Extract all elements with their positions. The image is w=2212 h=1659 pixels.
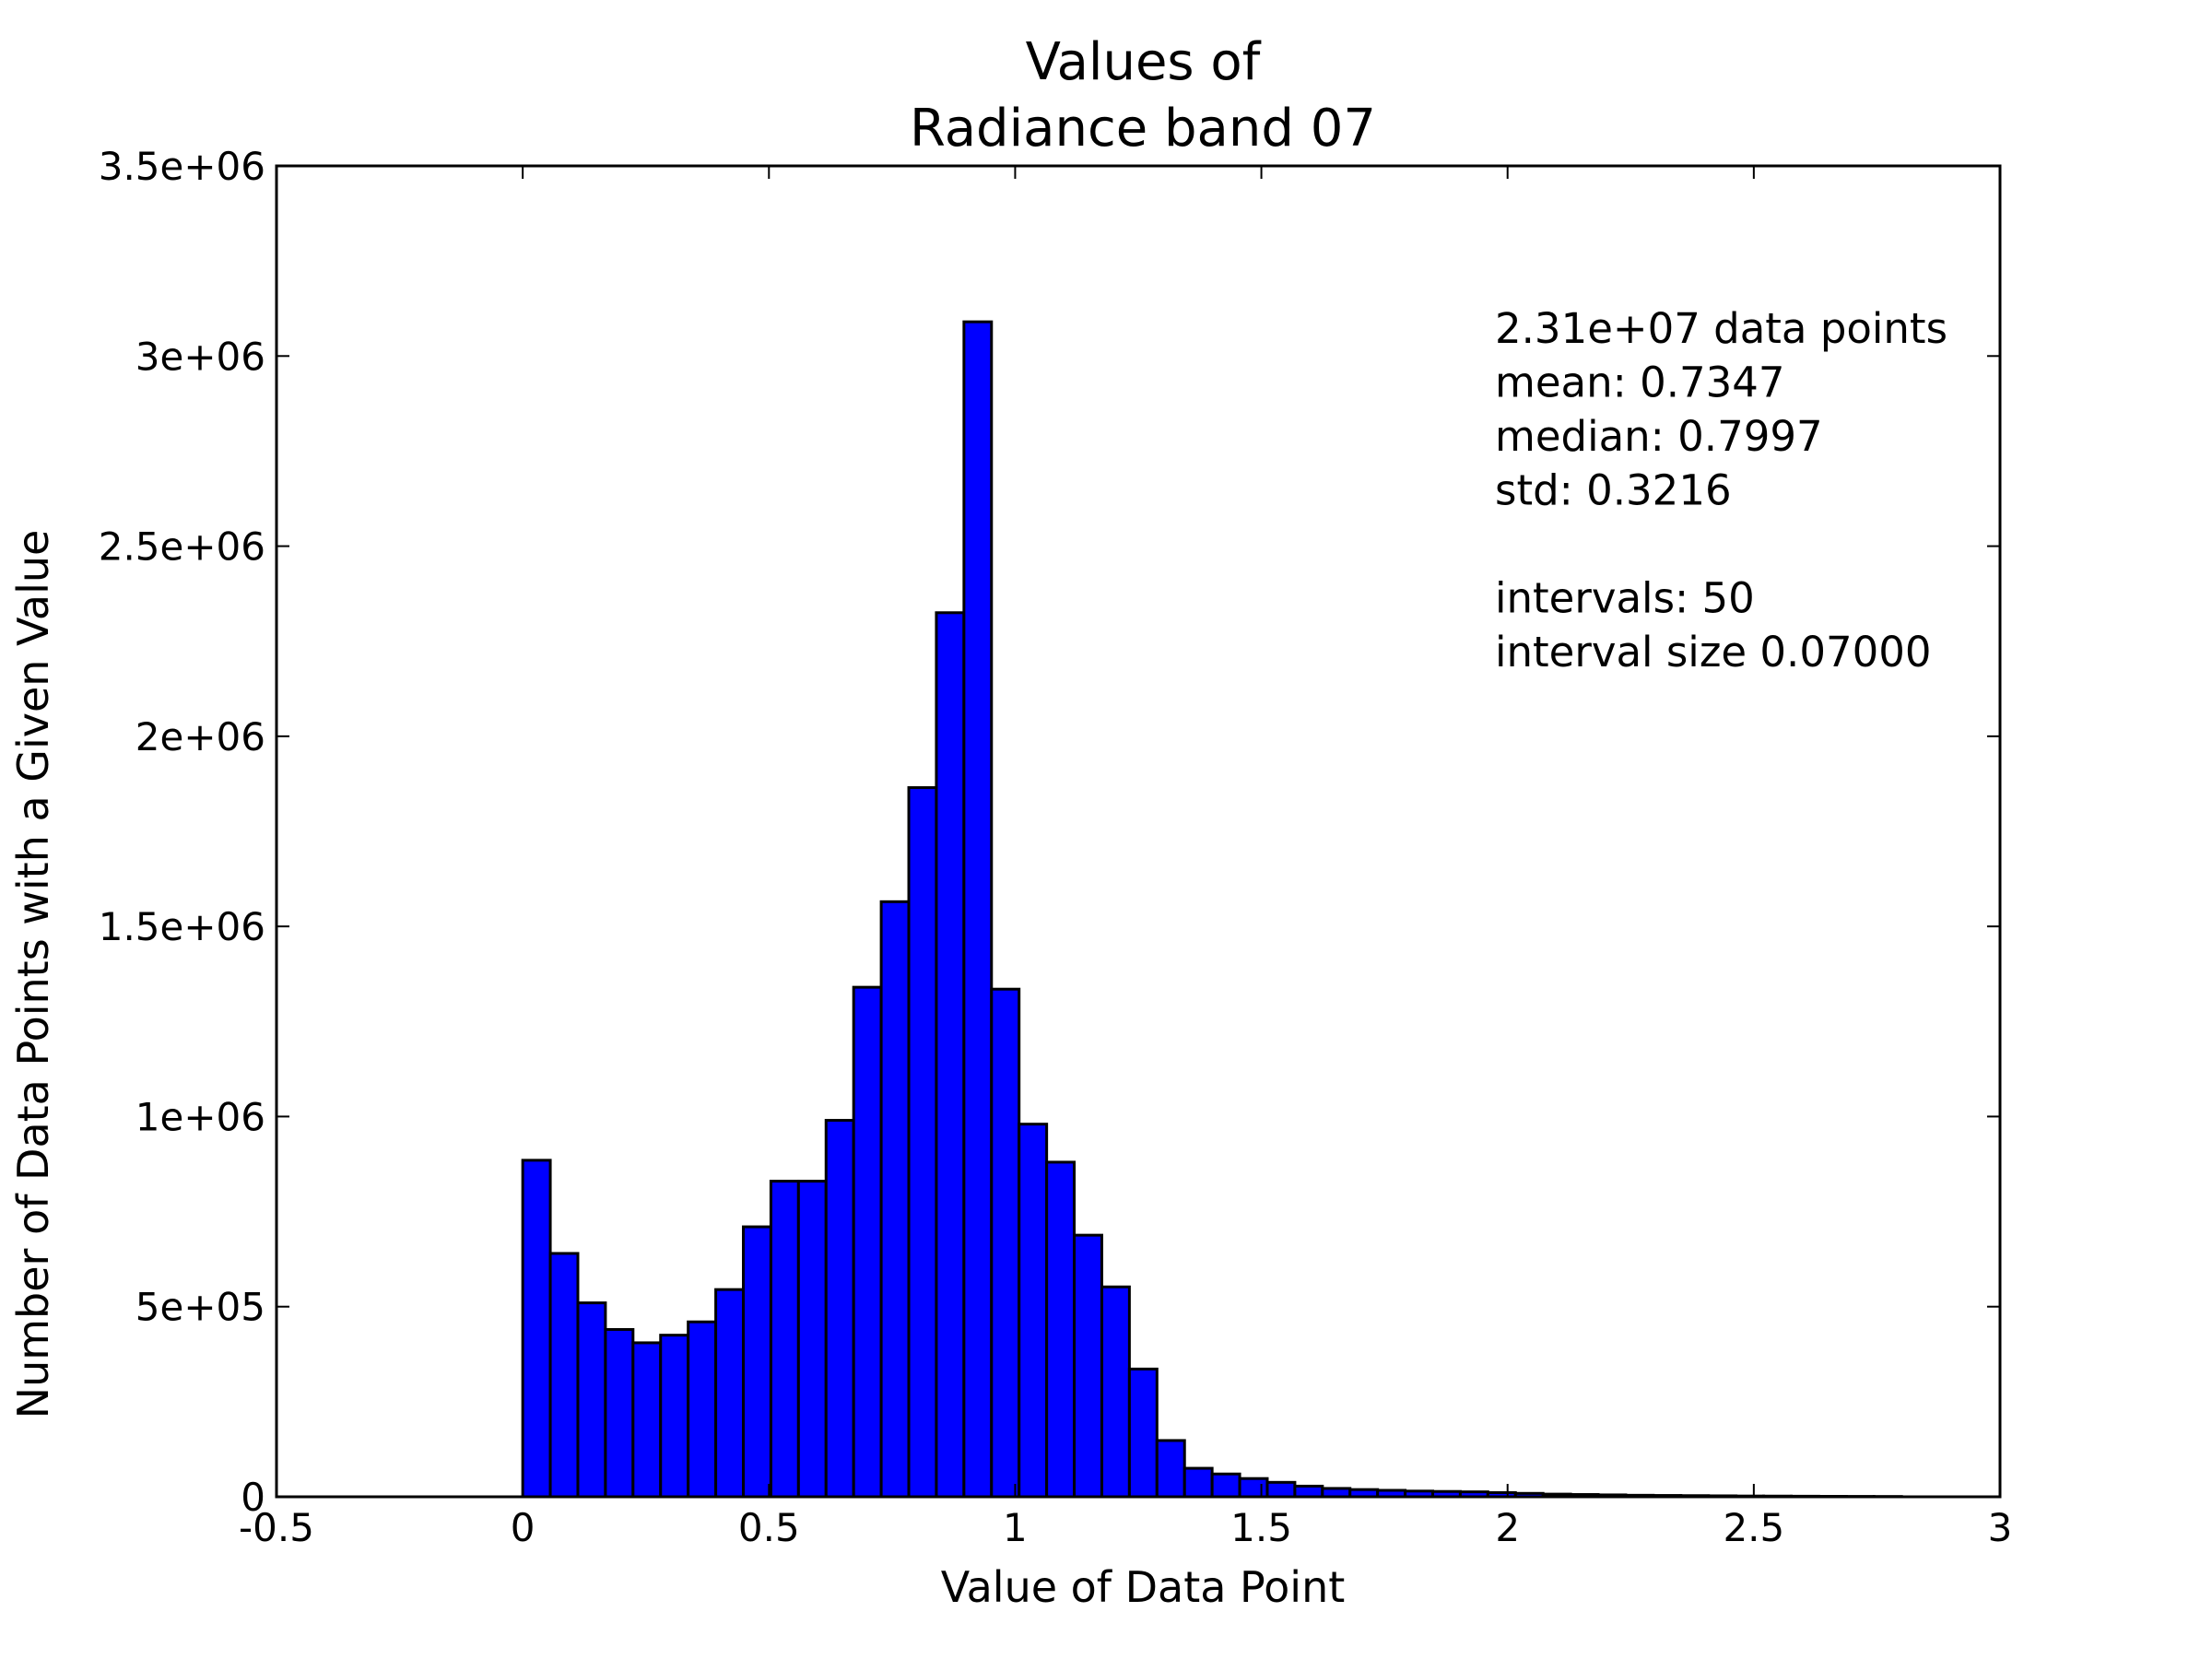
histogram-bar xyxy=(1293,1484,1324,1499)
histogram-bar xyxy=(1210,1472,1241,1499)
stats-annotation: 2.31e+07 data points mean: 0.7347 median: … xyxy=(1495,304,1947,677)
histogram-bar xyxy=(990,987,1021,1499)
histogram-bar xyxy=(687,1320,718,1499)
histogram-bar xyxy=(935,611,966,1499)
histogram-bar xyxy=(824,1119,855,1499)
histogram-bar xyxy=(1045,1160,1077,1499)
histogram-bar xyxy=(1182,1466,1214,1499)
ticks-group xyxy=(276,165,2001,1498)
x-tick-label: -0.5 xyxy=(239,1505,314,1550)
x-tick-label: 2 xyxy=(1495,1505,1520,1550)
histogram-bar xyxy=(742,1225,772,1499)
histogram-bar xyxy=(1238,1477,1269,1499)
histogram-bar xyxy=(659,1334,690,1499)
histogram-bar xyxy=(852,985,883,1499)
annotation-line: std: 0.3216 xyxy=(1495,466,1732,515)
histogram-bar xyxy=(1127,1367,1159,1499)
x-tick-label: 1.5 xyxy=(1230,1505,1292,1550)
annotation-line: 2.31e+07 data points xyxy=(1495,304,1947,353)
x-axis-label: Value of Data Point xyxy=(941,1562,1346,1612)
histogram-bar xyxy=(1155,1439,1186,1499)
annotation-line: mean: 0.7347 xyxy=(1495,359,1785,407)
histogram-bar xyxy=(1073,1233,1103,1499)
annotation-line: median: 0.7997 xyxy=(1495,412,1823,461)
chart-title-line-2: Radiance band 07 xyxy=(910,99,1376,159)
x-tick-label: 2.5 xyxy=(1723,1505,1784,1550)
histogram-bar xyxy=(1100,1285,1131,1499)
histogram-bar xyxy=(907,786,938,1499)
y-tick-label: 0 xyxy=(241,1475,265,1520)
tick-labels-group: -0.5 0 0.5 1 1.5 2 2.5 305e+051e+061.5e+062e+06… xyxy=(99,144,2013,1550)
histogram-bar xyxy=(769,1180,800,1499)
histogram-bar xyxy=(631,1341,663,1499)
histogram-bar xyxy=(714,1288,746,1499)
chart-title-line-1: Values of xyxy=(1026,32,1262,92)
histogram-bar xyxy=(604,1327,635,1499)
histogram-bar xyxy=(1018,1123,1049,1499)
y-tick-label: 2e+06 xyxy=(135,714,265,759)
y-axis-label: Number of Data Points with a Given Value xyxy=(8,530,58,1419)
histogram-bar xyxy=(1265,1480,1297,1499)
x-tick-label: 1 xyxy=(1003,1505,1028,1550)
histogram-bar xyxy=(962,320,994,1499)
y-tick-label: 3e+06 xyxy=(135,334,265,379)
histogram-bar xyxy=(796,1180,828,1499)
annotation-line: intervals: 50 xyxy=(1495,574,1755,623)
y-tick-label: 1e+06 xyxy=(135,1094,265,1139)
histogram-bar xyxy=(548,1252,580,1499)
y-tick-label: 2.5e+06 xyxy=(99,524,265,570)
y-tick-label: 3.5e+06 xyxy=(99,144,265,189)
y-tick-label: 1.5e+06 xyxy=(99,904,265,949)
x-tick-label: 3 xyxy=(1988,1505,2013,1550)
histogram-bar xyxy=(879,900,911,1499)
histogram-bar xyxy=(521,1159,552,1499)
histogram-bar xyxy=(576,1301,607,1499)
annotation-line: interval size 0.07000 xyxy=(1495,628,1932,677)
x-tick-label: 0.5 xyxy=(738,1505,800,1550)
plot-frame xyxy=(275,164,2002,1499)
y-tick-label: 5e+05 xyxy=(135,1285,265,1330)
x-tick-label: 0 xyxy=(511,1505,535,1550)
